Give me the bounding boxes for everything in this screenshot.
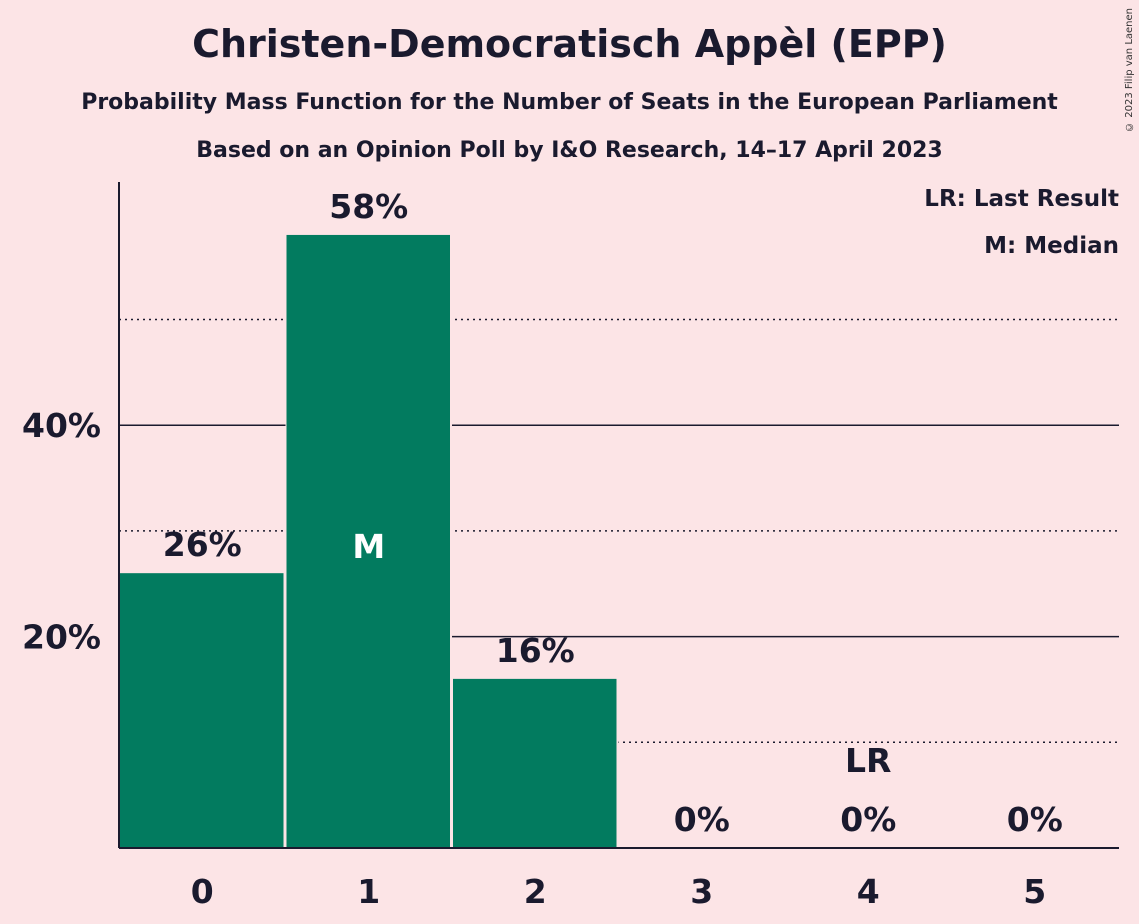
bar bbox=[120, 573, 284, 848]
bar-value-label: 16% bbox=[496, 631, 575, 670]
legend-last-result: LR: Last Result bbox=[924, 186, 1119, 212]
x-tick-label: 5 bbox=[1023, 872, 1046, 911]
x-tick-label: 2 bbox=[524, 872, 547, 911]
bar-value-label: 0% bbox=[1007, 800, 1063, 839]
bar bbox=[453, 678, 617, 848]
chart-subtitle-source: Based on an Opinion Poll by I&O Research… bbox=[196, 138, 943, 163]
bar-value-label: 58% bbox=[329, 187, 408, 226]
last-result-marker: LR bbox=[845, 741, 891, 780]
x-tick-label: 0 bbox=[191, 872, 214, 911]
bar bbox=[286, 234, 450, 848]
legend-median: M: Median bbox=[984, 233, 1119, 259]
bar-value-label: 26% bbox=[163, 525, 242, 564]
y-tick-label: 20% bbox=[22, 618, 101, 657]
median-marker: M bbox=[352, 527, 385, 566]
x-tick-label: 4 bbox=[857, 872, 880, 911]
x-tick-label: 1 bbox=[357, 872, 380, 911]
chart-title: Christen-Democratisch Appèl (EPP) bbox=[192, 22, 947, 66]
y-tick-label: 40% bbox=[22, 406, 101, 445]
x-tick-label: 3 bbox=[690, 872, 713, 911]
bar-value-label: 0% bbox=[840, 800, 896, 839]
bar-value-label: 0% bbox=[674, 800, 730, 839]
chart-subtitle: Probability Mass Function for the Number… bbox=[81, 90, 1058, 115]
